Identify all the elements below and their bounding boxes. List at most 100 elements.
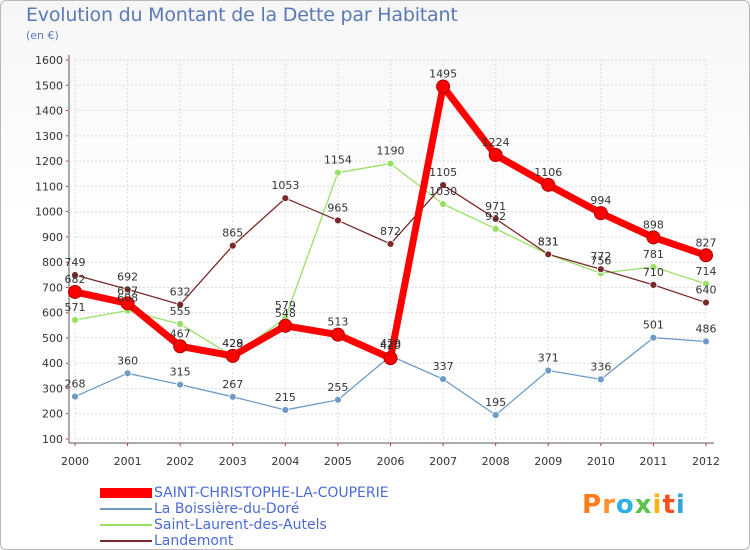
- x-tick-label: 2007: [429, 455, 457, 468]
- data-point: [596, 265, 605, 274]
- data-point: [123, 285, 132, 294]
- y-tick-label: 100: [42, 433, 63, 446]
- data-label: 637: [117, 284, 138, 297]
- data-point: [120, 296, 135, 311]
- data-label: 682: [65, 273, 86, 286]
- data-label: 548: [275, 307, 296, 320]
- data-point: [173, 339, 188, 354]
- data-label: 1030: [429, 185, 457, 198]
- series: [68, 79, 713, 419]
- y-tick-label: 500: [42, 332, 63, 345]
- chart-subtitle: (en €): [26, 29, 59, 42]
- data-label: 932: [485, 210, 506, 223]
- data-label: 579: [275, 299, 296, 312]
- data-label: 501: [643, 319, 664, 332]
- x-tick-label: 2008: [482, 455, 510, 468]
- x-tick-label: 2000: [61, 455, 89, 468]
- data-label: 710: [643, 266, 664, 279]
- data-point: [702, 337, 710, 346]
- data-point: [176, 380, 185, 389]
- data-point: [646, 230, 661, 245]
- data-point: [71, 316, 79, 324]
- logo-letter: i: [675, 490, 686, 520]
- legend-label: Landemont: [154, 533, 234, 549]
- data-label: 255: [327, 381, 348, 394]
- data-point: [386, 240, 395, 248]
- data-point: [593, 206, 608, 221]
- data-label: 827: [696, 236, 717, 249]
- data-label: 360: [117, 354, 138, 367]
- data-point: [702, 298, 710, 307]
- data-label: 971: [485, 200, 506, 213]
- x-tick-label: 2001: [114, 455, 142, 468]
- y-tick-label: 900: [42, 231, 63, 244]
- data-label: 555: [170, 305, 191, 318]
- data-label: 1106: [534, 166, 562, 179]
- x-tick-label: 2010: [587, 455, 615, 468]
- data-point: [330, 327, 345, 342]
- data-label: 267: [222, 378, 243, 391]
- legend-item: La Boissière-du-Doré: [100, 501, 389, 517]
- data-point: [176, 300, 185, 309]
- legend-swatch: [100, 488, 152, 498]
- chart-title: Evolution du Montant de la Dette par Hab…: [26, 4, 458, 26]
- legend-item: Landemont: [100, 533, 389, 549]
- x-tick-label: 2003: [219, 455, 247, 468]
- data-label: 872: [380, 225, 401, 238]
- y-tick-label: 1200: [35, 155, 63, 168]
- y-tick-label: 1300: [35, 130, 63, 143]
- x-tick-label: 2002: [166, 455, 194, 468]
- y-tick-label: 1600: [35, 54, 63, 67]
- data-label: 772: [590, 250, 611, 263]
- data-point: [439, 181, 447, 189]
- data-label: 571: [65, 301, 86, 314]
- x-tick-label: 2006: [377, 455, 405, 468]
- data-point: [334, 395, 342, 404]
- data-point: [176, 320, 185, 328]
- data-point: [439, 200, 447, 208]
- data-label: 831: [538, 235, 559, 248]
- logo-letter: P: [582, 490, 603, 520]
- data-label: 1105: [429, 166, 457, 179]
- data-label: 337: [433, 360, 454, 373]
- data-label: 865: [222, 227, 243, 240]
- data-label: 195: [485, 396, 506, 409]
- data-point: [439, 375, 447, 384]
- data-label: 1190: [377, 145, 405, 158]
- data-point: [544, 366, 553, 375]
- data-point: [334, 216, 342, 225]
- logo-letter: i: [652, 490, 663, 520]
- logo-letter: r: [602, 490, 616, 520]
- data-point: [386, 159, 395, 168]
- data-label: 467: [170, 327, 191, 340]
- data-point: [68, 284, 82, 299]
- x-tick-label: 2012: [692, 455, 720, 468]
- data-label: 429: [380, 337, 401, 350]
- data-label: 994: [590, 194, 611, 207]
- data-point: [649, 280, 658, 289]
- data-label: 781: [643, 248, 664, 261]
- data-point: [491, 224, 500, 233]
- data-point: [228, 392, 237, 401]
- data-point: [649, 333, 658, 342]
- y-tick-label: 1500: [35, 79, 63, 92]
- grid: [74, 59, 707, 440]
- data-point: [491, 215, 500, 223]
- legend-label: La Boissière-du-Doré: [154, 501, 300, 517]
- data-point: [544, 250, 553, 259]
- proxiti-logo: Proxiti: [582, 490, 686, 520]
- x-tick-label: 2009: [534, 455, 562, 468]
- data-label: 215: [275, 391, 296, 404]
- y-tick-label: 1400: [35, 105, 63, 118]
- y-tick-label: 1000: [35, 206, 63, 219]
- y-tick-label: 1100: [35, 180, 63, 193]
- data-label: 756: [590, 254, 611, 267]
- legend: SAINT-CHRISTOPHE-LA-COUPERIE La Boissièr…: [100, 485, 389, 549]
- data-point: [436, 79, 451, 94]
- data-label: 486: [696, 322, 717, 335]
- legend-swatch: [100, 524, 152, 526]
- data-label: 965: [327, 201, 348, 214]
- legend-label: SAINT-CHRISTOPHE-LA-COUPERIE: [154, 485, 389, 501]
- y-tick-label: 600: [42, 307, 63, 320]
- data-point: [334, 168, 342, 177]
